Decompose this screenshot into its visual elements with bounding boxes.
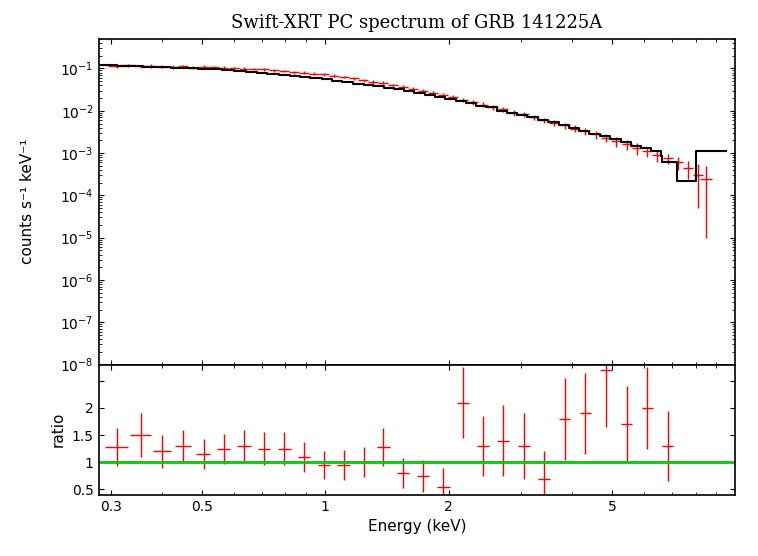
Y-axis label: ratio: ratio [51, 412, 66, 448]
X-axis label: Energy (keV): Energy (keV) [368, 519, 466, 534]
Y-axis label: counts s⁻¹ keV⁻¹: counts s⁻¹ keV⁻¹ [20, 139, 35, 265]
Title: Swift-XRT PC spectrum of GRB 141225A: Swift-XRT PC spectrum of GRB 141225A [231, 14, 603, 32]
